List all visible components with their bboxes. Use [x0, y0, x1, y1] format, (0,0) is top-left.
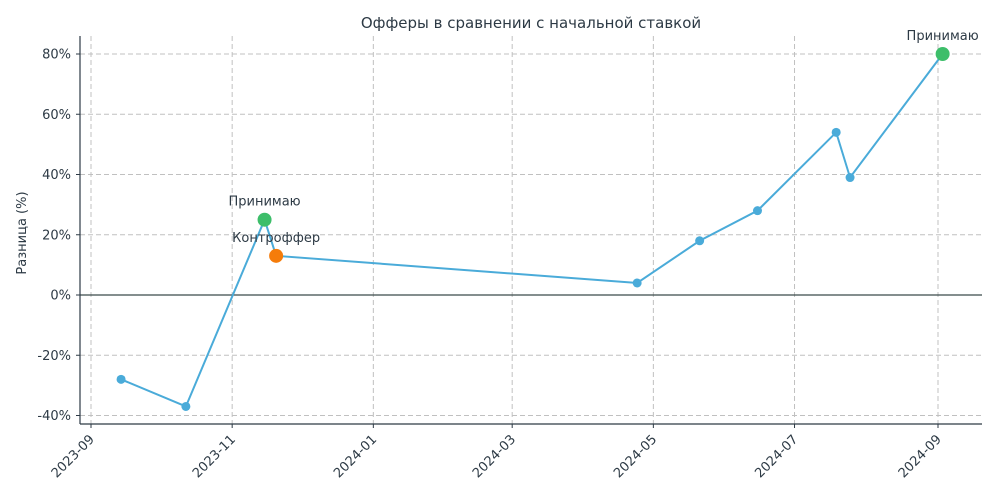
x-tick-label: 2024-09	[896, 432, 945, 481]
data-point	[831, 127, 841, 137]
x-tick-label: 2023-09	[49, 432, 98, 481]
x-tick-label: 2024-03	[470, 432, 519, 481]
y-tick-label: 40%	[42, 168, 71, 183]
x-axis-ticks: 2023-09 2023-11 2024-01 2024-03 2024-05 2024-…	[49, 424, 945, 481]
data-series	[116, 49, 948, 411]
y-tick-label: -20%	[37, 349, 71, 364]
axes	[79, 36, 982, 425]
x-tick-label: 2024-01	[331, 432, 380, 481]
data-point	[116, 374, 126, 384]
y-tick-label: 60%	[42, 108, 71, 123]
data-point	[695, 236, 705, 246]
y-tick-label: 80%	[42, 48, 71, 63]
y-tick-label: 20%	[42, 228, 71, 243]
data-point	[181, 401, 191, 411]
annotation-label: Принимаю	[907, 29, 979, 44]
grid-lines	[80, 36, 982, 424]
data-point	[845, 173, 855, 183]
x-tick-label: 2023-11	[190, 432, 239, 481]
annotation-label: Контроффер	[232, 231, 320, 246]
chart-title: Офферы в сравнении с начальной ставкой	[361, 14, 701, 32]
y-axis-ticks: -40% -20% 0% 20% 40% 60% 80%	[37, 48, 80, 424]
highlight-point	[935, 47, 950, 61]
data-point	[752, 206, 762, 216]
x-tick-label: 2024-05	[611, 432, 660, 481]
y-tick-label: -40%	[37, 409, 71, 424]
highlight-point	[269, 248, 284, 263]
data-point	[632, 278, 642, 288]
annotation-label: Принимаю	[228, 195, 300, 210]
highlight-points: Принимаю Контроффер Принимаю	[228, 29, 979, 263]
y-tick-label: 0%	[50, 289, 71, 304]
y-axis-label: Разница (%)	[15, 191, 30, 274]
series-line	[120, 53, 944, 408]
x-tick-label: 2024-07	[752, 432, 801, 481]
highlight-point	[257, 212, 272, 227]
